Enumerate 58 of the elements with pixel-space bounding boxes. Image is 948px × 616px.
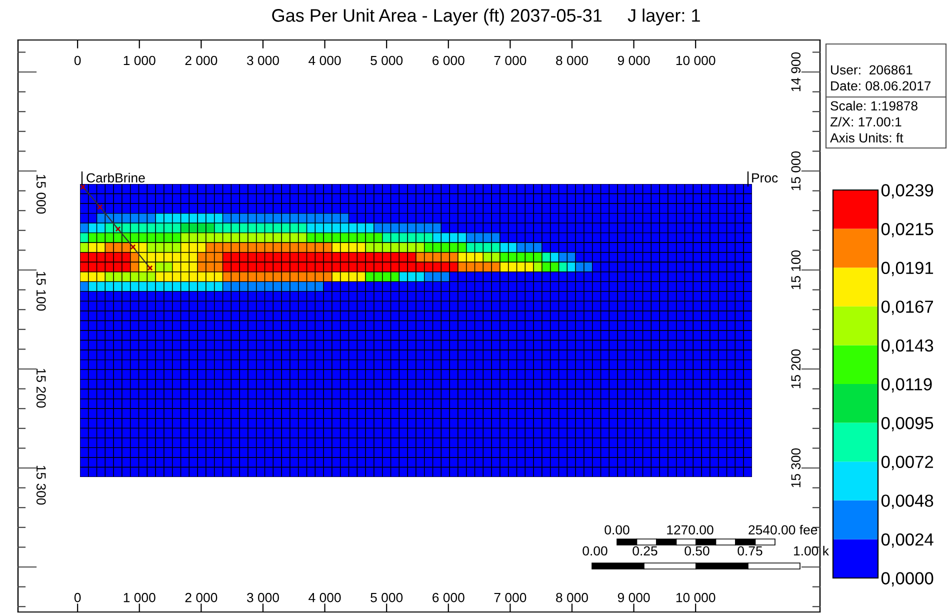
- text: Proc: [752, 173, 778, 183]
- color-bar-label: 0,0000: [881, 572, 934, 587]
- text: 15 000: [36, 174, 46, 214]
- x2-tick-label: 4 000: [308, 592, 341, 602]
- text: 0.75: [738, 546, 762, 556]
- color-bar-label: 0,0239: [881, 184, 934, 199]
- text: 15 100: [791, 250, 801, 290]
- x2-tick-label: 1 000: [124, 592, 156, 602]
- text: User: 206861: [831, 65, 912, 75]
- text: 7 000: [494, 56, 526, 66]
- text: 5 000: [370, 56, 403, 66]
- x2-tick-label: 9 000: [618, 592, 650, 602]
- text: 0.00: [604, 525, 630, 535]
- x2-tick-label: 5 000: [370, 592, 403, 602]
- x2-tick-label: 6 000: [432, 592, 464, 602]
- x2-tick-label: 10 000: [676, 592, 716, 602]
- text: 1.00 k: [794, 546, 829, 556]
- color-bar-label: 0,0024: [881, 533, 934, 548]
- text: 10 000: [676, 56, 716, 66]
- text: Z/X: 17.00:1: [830, 116, 902, 127]
- text: 0.50: [684, 546, 710, 556]
- text: CarbBrine: [86, 172, 145, 183]
- text: 3 000: [246, 56, 279, 66]
- text: Scale: 1:19878: [830, 100, 918, 111]
- text: 0.00: [582, 546, 608, 556]
- text: 4 000: [308, 56, 341, 66]
- text: 2 000: [185, 56, 218, 66]
- color-bar-label: 0,0167: [881, 300, 934, 315]
- text: 1 000: [124, 56, 156, 66]
- x2-tick-label: 0: [74, 592, 81, 602]
- text: Date: 08.06.2017: [831, 81, 931, 91]
- text: 6 000: [432, 56, 464, 66]
- color-bar-label: 0,0048: [881, 494, 934, 509]
- color-bar-label: 0,0215: [881, 222, 934, 238]
- text: 14 900: [791, 52, 801, 92]
- text: 15 000: [791, 151, 801, 190]
- color-bar-label: 0,0095: [881, 416, 934, 432]
- x2-tick-label: 7 000: [494, 592, 526, 602]
- color-bar-label: 0,0143: [881, 339, 934, 354]
- text: 15 200: [791, 349, 801, 388]
- text: 1270.00: [667, 525, 714, 535]
- x2-tick-label: 3 000: [246, 592, 279, 602]
- color-bar-label: 0,0119: [881, 378, 932, 393]
- text: 9 000: [618, 56, 650, 66]
- x2-tick-label: 8 000: [556, 592, 588, 602]
- chart-title: Gas Per Unit Area - Layer (ft) 2037-05-31 J layer: 1: [272, 8, 700, 26]
- text: 8 000: [556, 56, 588, 66]
- text: 15 300: [36, 466, 46, 505]
- text: 15 200: [36, 368, 46, 408]
- x2-tick-label: 2 000: [185, 592, 218, 602]
- text: 0: [74, 56, 81, 66]
- text: 2540.00 fee: [748, 524, 818, 535]
- color-bar-label: 0,0191: [881, 262, 934, 276]
- text: Axis Units: ft: [830, 132, 904, 143]
- color-bar-label: 0,0072: [881, 456, 934, 470]
- text: 15 100: [36, 272, 46, 311]
- text: 15 300: [791, 448, 801, 488]
- text: 0.25: [632, 546, 658, 556]
